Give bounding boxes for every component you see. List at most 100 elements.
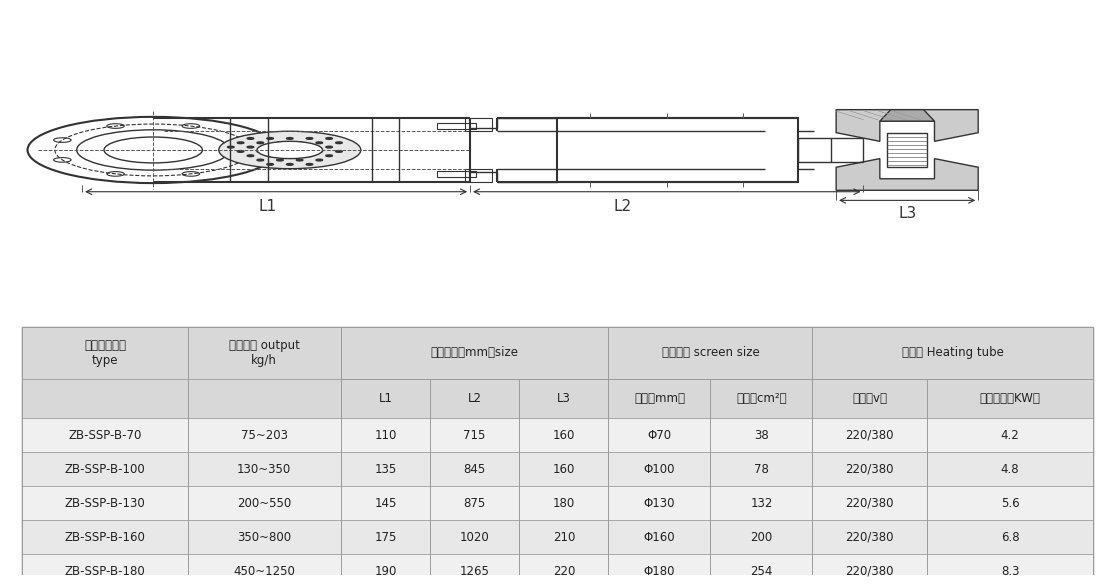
Text: 直径（mm）: 直径（mm）: [634, 392, 685, 405]
Bar: [798, 138, 831, 162]
Bar: [341, 554, 430, 587]
Text: 4.2: 4.2: [1000, 429, 1019, 441]
Circle shape: [266, 155, 273, 157]
Bar: [609, 452, 710, 486]
Text: 4.8: 4.8: [1001, 463, 1019, 475]
Text: 1265: 1265: [459, 565, 489, 578]
Circle shape: [326, 137, 332, 139]
Circle shape: [266, 164, 273, 165]
Text: 220/380: 220/380: [845, 497, 894, 510]
Text: 220/380: 220/380: [845, 531, 894, 544]
Text: L1: L1: [259, 199, 277, 214]
Text: ZB-SSP-B-130: ZB-SSP-B-130: [65, 497, 145, 510]
Text: Φ130: Φ130: [643, 497, 676, 510]
Text: Φ100: Φ100: [643, 463, 676, 475]
Text: 132: 132: [750, 497, 773, 510]
Circle shape: [316, 142, 322, 144]
Bar: [437, 123, 475, 129]
Bar: [465, 168, 492, 182]
Circle shape: [227, 146, 234, 148]
Bar: [22, 554, 187, 587]
Text: 875: 875: [464, 497, 486, 510]
Bar: [813, 379, 928, 418]
Bar: [341, 326, 609, 379]
Circle shape: [277, 159, 283, 161]
Bar: [609, 379, 710, 418]
Text: 254: 254: [750, 565, 773, 578]
Bar: [520, 452, 609, 486]
Text: 加热功率（KW）: 加热功率（KW）: [980, 392, 1040, 405]
Text: 845: 845: [464, 463, 486, 475]
Text: 8.3: 8.3: [1001, 565, 1019, 578]
Text: 200: 200: [750, 531, 773, 544]
Bar: [813, 326, 1093, 379]
Text: 适用产量 output
kg/h: 适用产量 output kg/h: [229, 339, 300, 367]
Bar: [520, 520, 609, 554]
Bar: [187, 326, 341, 379]
Text: ZB-SSP-B-180: ZB-SSP-B-180: [65, 565, 145, 578]
Circle shape: [326, 155, 332, 157]
Circle shape: [219, 131, 361, 168]
Text: 175: 175: [375, 531, 397, 544]
Circle shape: [316, 159, 322, 161]
Text: 电压（v）: 电压（v）: [852, 392, 888, 405]
Text: 加热器 Heating tube: 加热器 Heating tube: [902, 346, 1004, 359]
Bar: [430, 486, 520, 520]
Text: 220: 220: [553, 565, 575, 578]
Bar: [22, 418, 187, 452]
Bar: [710, 379, 813, 418]
Bar: [520, 418, 609, 452]
Text: 715: 715: [464, 429, 486, 441]
Bar: [430, 379, 520, 418]
Bar: [22, 520, 187, 554]
Text: 产品规格型号
type: 产品规格型号 type: [84, 339, 126, 367]
Text: 75~203: 75~203: [241, 429, 288, 441]
Text: 5.6: 5.6: [1001, 497, 1019, 510]
Bar: [813, 486, 928, 520]
Circle shape: [248, 155, 254, 157]
Text: ZB-SSP-B-70: ZB-SSP-B-70: [68, 429, 142, 441]
Bar: [437, 171, 475, 177]
Text: 面积（cm²）: 面积（cm²）: [736, 392, 787, 405]
Bar: [22, 326, 187, 379]
Circle shape: [287, 146, 293, 148]
Circle shape: [307, 146, 312, 148]
Text: 350~800: 350~800: [237, 531, 291, 544]
Text: 180: 180: [553, 497, 575, 510]
Circle shape: [307, 137, 312, 139]
Bar: [928, 379, 1093, 418]
Circle shape: [237, 142, 244, 144]
Text: L2: L2: [467, 392, 482, 405]
Bar: [928, 554, 1093, 587]
Text: 6.8: 6.8: [1001, 531, 1019, 544]
Circle shape: [297, 159, 303, 161]
Bar: [187, 418, 341, 452]
Text: L3: L3: [556, 392, 571, 405]
Bar: [465, 118, 492, 131]
Text: 滤网尺寸 screen size: 滤网尺寸 screen size: [661, 346, 759, 359]
Text: 220/380: 220/380: [845, 565, 894, 578]
Text: 220/380: 220/380: [845, 463, 894, 475]
Circle shape: [266, 146, 273, 148]
Bar: [341, 452, 430, 486]
Circle shape: [237, 150, 244, 152]
Text: Φ70: Φ70: [648, 429, 671, 441]
Text: 145: 145: [375, 497, 397, 510]
Bar: [430, 452, 520, 486]
Circle shape: [256, 141, 322, 158]
Circle shape: [266, 137, 273, 139]
Text: ZB-SSP-B-160: ZB-SSP-B-160: [65, 531, 145, 544]
Circle shape: [307, 164, 312, 165]
Bar: [609, 326, 813, 379]
Circle shape: [336, 142, 342, 144]
Bar: [187, 379, 341, 418]
Bar: [710, 520, 813, 554]
Circle shape: [248, 137, 254, 139]
Polygon shape: [880, 110, 934, 121]
Circle shape: [336, 150, 342, 152]
Bar: [22, 486, 187, 520]
Text: L3: L3: [898, 206, 917, 221]
Circle shape: [287, 155, 293, 157]
Bar: [187, 486, 341, 520]
Circle shape: [316, 150, 322, 152]
